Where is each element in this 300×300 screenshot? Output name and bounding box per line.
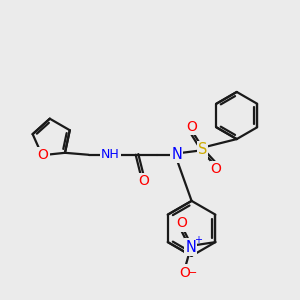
Text: O: O xyxy=(177,217,188,230)
Text: O: O xyxy=(186,120,197,134)
Text: NH: NH xyxy=(101,148,119,161)
Text: −: − xyxy=(188,268,197,278)
Text: O: O xyxy=(211,163,222,176)
Text: N: N xyxy=(171,147,182,162)
Text: O: O xyxy=(179,266,191,280)
Text: N: N xyxy=(185,239,196,254)
Text: O: O xyxy=(38,148,49,162)
Text: +: + xyxy=(194,235,202,245)
Text: S: S xyxy=(198,142,207,158)
Text: O: O xyxy=(138,174,149,188)
